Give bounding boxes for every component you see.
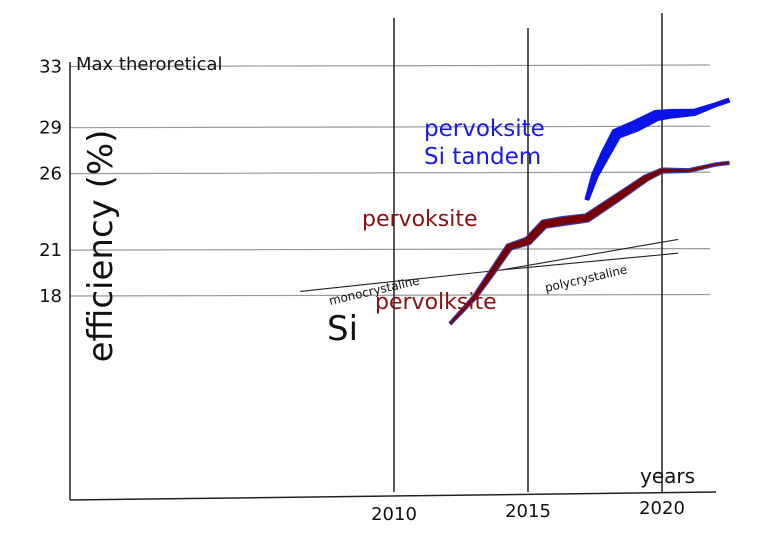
tandem-band (584, 97, 731, 201)
perovskite-point-5 (543, 223, 545, 225)
perovskite-point-0 (449, 322, 451, 325)
tandem-point-0 (586, 199, 588, 201)
y-tick-label-26: 26 (39, 164, 62, 185)
gridline-29 (69, 125, 711, 129)
series-layer (300, 97, 731, 326)
tandem-point-3 (615, 133, 618, 135)
x-axis-title: years (640, 464, 695, 488)
gridline-33 (69, 64, 711, 68)
perovskite-point-11 (688, 169, 690, 172)
tandem-point-5 (656, 114, 658, 117)
perovskite-band (448, 160, 730, 326)
perovskite-label-low: pervolksite (375, 290, 497, 315)
tandem-point-8 (715, 104, 717, 106)
gridline-21 (69, 248, 711, 251)
perovskite-point-9 (645, 177, 647, 179)
tandem-point-6 (669, 113, 671, 115)
si-label: Si (327, 309, 358, 349)
y-tick-label-33: 33 (39, 57, 62, 78)
gridline-18 (69, 293, 711, 297)
polycrystaline-line (501, 252, 679, 271)
tandem-label-line2: Si tandem (424, 144, 541, 170)
perovskite-point-7 (586, 217, 588, 219)
perovskite-point-4 (527, 240, 529, 242)
tandem-point-1 (594, 174, 596, 176)
polycrystaline-label: polycrystaline (544, 262, 629, 295)
perovskite-point-1 (473, 296, 475, 299)
x-tick-label-2015: 2015 (505, 501, 551, 522)
y-tick-label-18: 18 (39, 286, 62, 307)
x-tick-label-2010: 2010 (371, 504, 417, 525)
perovskite-point-6 (562, 220, 564, 222)
labels: efficiency (%) years Max theroretical Si… (76, 54, 695, 488)
perovskite-point-8 (618, 196, 620, 198)
perovskite-point-10 (661, 169, 663, 172)
tandem-point-2 (605, 153, 607, 155)
perovskite-point-13 (728, 162, 730, 164)
perovskite-point-12 (715, 163, 717, 165)
tandem-point-7 (693, 111, 695, 113)
year-lines (393, 13, 663, 492)
tandem-point-4 (634, 125, 636, 127)
tandem-label-line1: pervoksite (424, 116, 545, 142)
max-theoretical-label: Max theroretical (76, 54, 223, 75)
tandem-point-9 (728, 99, 730, 101)
x-axis (69, 491, 717, 501)
x-tick-label-2020: 2020 (639, 498, 685, 519)
grid-lines (69, 64, 711, 297)
perovskite-point-3 (508, 246, 510, 248)
perovskite-label-mid: pervoksite (362, 207, 478, 232)
axes: 18 21 26 29 33 2010 2015 2020 (39, 57, 717, 525)
gridline-26 (69, 171, 711, 175)
y-tick-label-29: 29 (39, 118, 62, 139)
y-tick-label-21: 21 (39, 240, 62, 261)
perovskite-point-2 (489, 274, 492, 276)
y-axis-title: efficiency (%) (81, 130, 121, 363)
